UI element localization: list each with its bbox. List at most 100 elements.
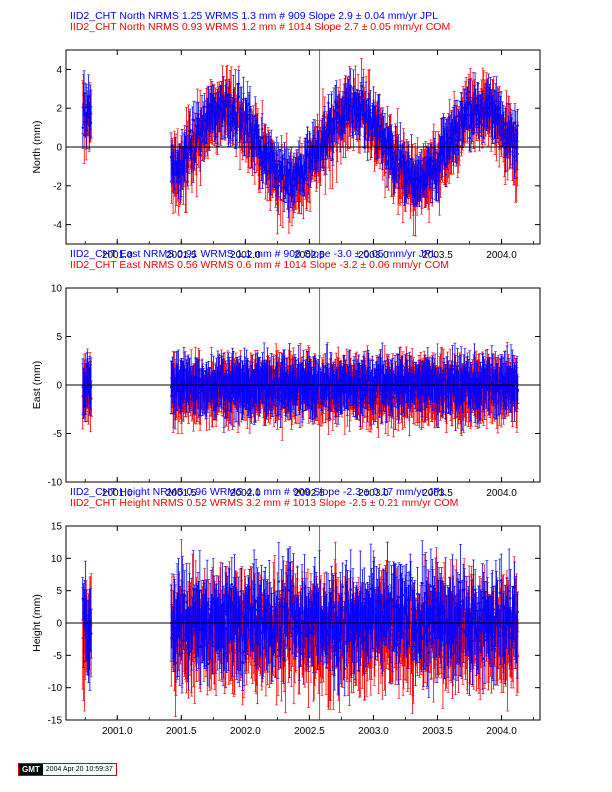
data-point (498, 123, 501, 127)
data-point (220, 100, 223, 103)
data-point (224, 111, 227, 114)
data-point (394, 149, 397, 153)
data-point (180, 149, 184, 153)
data-point (458, 119, 462, 122)
data-point (410, 157, 413, 160)
data-point (336, 121, 340, 124)
data-point (292, 165, 296, 168)
x-tick-label: 2002.5 (294, 250, 325, 261)
data-point (306, 140, 309, 144)
data-point (361, 95, 365, 98)
y-tick-label: 4 (56, 65, 62, 76)
data-point (332, 109, 336, 113)
data-point (469, 101, 472, 104)
data-point (81, 126, 85, 129)
data-point (383, 128, 387, 131)
data-point (467, 90, 471, 94)
data-point (475, 118, 479, 122)
data-point (286, 161, 290, 164)
data-point (192, 119, 196, 122)
data-point (223, 119, 227, 122)
data-point (207, 104, 210, 108)
data-point (502, 124, 505, 127)
data-point (261, 169, 264, 172)
data-point (516, 124, 519, 127)
data-point (89, 121, 93, 125)
data-point (231, 401, 234, 405)
data-point (478, 120, 481, 123)
x-tick-label: 2001.0 (102, 250, 133, 261)
data-point (283, 157, 286, 161)
data-point (439, 152, 442, 155)
data-point (236, 121, 239, 124)
data-point (277, 196, 280, 200)
data-point (265, 169, 269, 172)
data-point (227, 122, 230, 126)
data-point (349, 85, 352, 88)
data-point (323, 126, 326, 129)
data-point (297, 157, 301, 160)
chart-title-line-2: IID2_CHT North NRMS 0.93 WRMS 1.2 mm # 1… (70, 21, 450, 33)
data-point (243, 132, 246, 136)
data-point (287, 192, 290, 196)
data-point (274, 178, 278, 181)
data-point (335, 126, 338, 129)
data-point (269, 150, 273, 154)
data-point (393, 176, 396, 179)
data-point (281, 166, 284, 169)
data-point (435, 178, 438, 182)
data-point (365, 109, 369, 113)
data-point (185, 147, 188, 151)
data-point (203, 105, 206, 109)
data-point (407, 159, 410, 163)
data-point (467, 113, 470, 117)
y-tick-label: -4 (53, 220, 62, 231)
data-point (331, 140, 335, 144)
data-point (337, 105, 341, 108)
data-point (383, 171, 387, 174)
data-point (487, 129, 490, 133)
data-point (195, 163, 198, 166)
data-point (321, 114, 325, 118)
data-point (385, 161, 389, 164)
data-point (260, 136, 264, 140)
data-point (240, 125, 244, 128)
chart-title-line-2: IID2_CHT East NRMS 0.56 WRMS 0.6 mm # 10… (70, 259, 449, 271)
data-point (495, 99, 498, 102)
data-point (237, 82, 240, 86)
data-point (328, 157, 332, 160)
x-tick-label: 2003.5 (422, 250, 453, 261)
data-point (296, 182, 299, 185)
data-point (459, 102, 463, 105)
data-point (202, 138, 206, 141)
x-tick-label: 2002.0 (230, 250, 261, 261)
data-point (351, 119, 354, 123)
data-point (254, 114, 257, 118)
data-point (376, 133, 379, 136)
data-point (312, 136, 316, 140)
data-point (253, 147, 256, 151)
data-point (247, 135, 251, 138)
data-point (205, 128, 208, 131)
data-layer (81, 288, 520, 482)
y-tick-label: 2 (56, 104, 62, 115)
data-point (453, 116, 457, 119)
data-point (247, 102, 251, 106)
chart-panel-1: IID2_CHT North NRMS 1.25 WRMS 1.3 mm # 9… (31, 10, 541, 261)
data-point (222, 96, 225, 99)
data-point (188, 129, 192, 133)
data-point (503, 142, 506, 145)
data-point (431, 182, 434, 186)
data-point (466, 96, 469, 100)
data-point (252, 144, 255, 148)
series-jpl (81, 68, 520, 218)
data-point (289, 183, 293, 187)
data-point (416, 187, 419, 190)
data-point (513, 155, 516, 158)
data-point (503, 122, 507, 125)
data-point (468, 136, 471, 140)
data-point (343, 114, 347, 117)
data-point (496, 122, 500, 126)
data-point (447, 162, 451, 165)
data-point (190, 149, 194, 153)
